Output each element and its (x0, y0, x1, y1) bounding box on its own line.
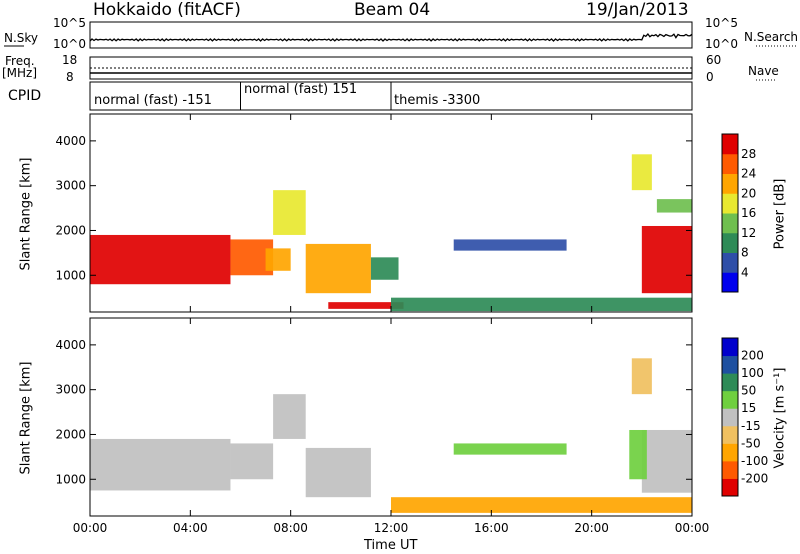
velocity-ytick-label: 4000 (55, 338, 86, 352)
velocity-data-region (305, 447, 371, 498)
velocity-colorbar-tick: -100 (741, 454, 768, 468)
x-tick-label: 00:00 (73, 521, 108, 535)
nsky-left-tick-top: 10^5 (53, 16, 86, 30)
velocity-ytick-label: 1000 (55, 472, 86, 486)
velocity-colorbar-tick: 200 (741, 349, 764, 363)
power-data-region (656, 199, 692, 213)
velocity-colorbar-tick: -15 (741, 419, 761, 433)
power-data-region (305, 243, 371, 294)
velocity-colorbar-frame (721, 337, 739, 497)
station-title: Hokkaido (fitACF) (93, 0, 241, 20)
power-data-region (328, 302, 404, 309)
velocity-data-region (629, 429, 647, 480)
x-tick-label: 08:00 (273, 521, 308, 535)
freq-left-tick-top: 18 (62, 53, 78, 67)
freq-left-tick-bottom: 8 (66, 70, 74, 84)
x-tick-label: 00:00 (675, 521, 710, 535)
power-colorbar-cell (722, 213, 738, 234)
power-data-region (453, 239, 567, 251)
power-colorbar-tick: 8 (741, 246, 749, 260)
x-tick-label: 16:00 (474, 521, 509, 535)
velocity-colorbar-tick: 100 (741, 366, 764, 380)
velocity-ytick-label: 3000 (55, 383, 86, 397)
velocity-colorbar-tick: 50 (741, 384, 756, 398)
power-data-region (641, 225, 692, 294)
velocity-colorbar-cell (722, 373, 738, 392)
power-ytick-label: 1000 (55, 268, 86, 282)
velocity-colorbar-cell (722, 390, 738, 409)
velocity-ytick-label: 2000 (55, 427, 86, 441)
velocity-data-region (391, 497, 692, 513)
velocity-colorbar-cell (722, 338, 738, 357)
power-ytick-label: 4000 (55, 134, 86, 148)
freq-unit: [MHz] (2, 66, 38, 80)
power-colorbar-cell (722, 173, 738, 194)
power-colorbar-tick: 20 (741, 186, 756, 200)
nsky-right-tick-bottom: 10^0 (705, 37, 738, 51)
power-colorbar-cell (722, 193, 738, 214)
power-colorbar-cell (722, 252, 738, 273)
power-colorbar-tick: 28 (741, 147, 756, 161)
velocity-data-region (631, 358, 652, 395)
x-axis-title: Time UT (364, 538, 418, 553)
cpid-segment-3: themis -3300 (394, 93, 481, 108)
velocity-colorbar-tick: 15 (741, 401, 756, 415)
power-colorbar-cell (722, 232, 738, 253)
nsearch-label: N.Search (744, 30, 799, 44)
nsky-trace (89, 32, 693, 42)
velocity-colorbar-tick: -200 (741, 471, 768, 485)
power-colorbar-tick: 24 (741, 167, 756, 181)
power-ytick-label: 2000 (55, 223, 86, 237)
velocity-colorbar-tick: -50 (741, 436, 761, 450)
velocity-colorbar-cell (722, 460, 738, 479)
velocity-colorbar-cell (722, 425, 738, 444)
nsky-right-tick-top: 10^5 (705, 16, 738, 30)
nave-label: Nave (748, 64, 779, 78)
freq-right-tick-bottom: 0 (706, 70, 714, 84)
date-title: 19/Jan/2013 (586, 0, 689, 20)
power-data-region (273, 190, 306, 235)
velocity-data-region (273, 394, 306, 439)
power-data-region (265, 248, 291, 271)
velocity-colorbar-cell (722, 478, 738, 497)
nsky-label: N.Sky (4, 31, 39, 45)
velocity-data-region (230, 443, 274, 480)
x-tick-label: 20:00 (574, 521, 609, 535)
x-tick-label: 12:00 (374, 521, 409, 535)
power-colorbar-cell (722, 272, 738, 293)
power-colorbar-tick: 12 (741, 226, 756, 240)
cpid-segment-1: normal (fast) -151 (94, 93, 212, 108)
velocity-colorbar-cell (722, 408, 738, 427)
velocity-colorbar-cell (722, 355, 738, 374)
x-tick-label: 04:00 (173, 521, 208, 535)
velocity-data-region (453, 443, 567, 455)
power-ytick-label: 3000 (55, 179, 86, 193)
cpid-label: CPID (8, 88, 42, 104)
power-colorbar-cell (722, 134, 738, 155)
power-data-region (391, 297, 692, 312)
power-colorbar-tick: 16 (741, 206, 756, 220)
power-data-region (370, 257, 399, 280)
power-data-region (631, 154, 652, 191)
velocity-colorbar-cell (722, 443, 738, 462)
cpid-segment-2: normal (fast) 151 (244, 82, 358, 97)
power-colorbar-tick: 4 (741, 265, 749, 279)
velocity-data-region (90, 438, 231, 491)
nsky-left-tick-bottom: 10^0 (53, 37, 86, 51)
freq-label: Freq. (5, 54, 35, 68)
nsky-panel-frame (89, 21, 693, 49)
power-colorbar-frame (721, 133, 739, 293)
velocity-data-region (641, 429, 692, 493)
power-data-region (90, 234, 231, 285)
beam-title: Beam 04 (354, 0, 431, 20)
power-colorbar-cell (722, 153, 738, 174)
freq-right-tick-top: 60 (706, 53, 722, 67)
